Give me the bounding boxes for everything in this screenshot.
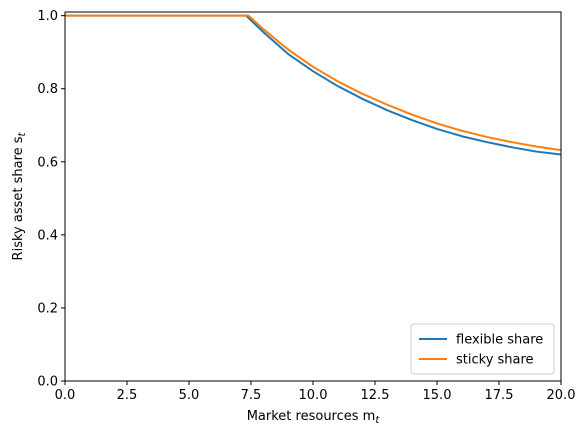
y-axis-label-subscript: t (17, 131, 28, 136)
x-axis-label-subscript: t (375, 415, 380, 426)
x-tick-label: 20.0 (547, 388, 576, 403)
y-tick-label: 0.2 (37, 301, 58, 316)
legend-label-sticky-share: sticky share (456, 353, 534, 368)
x-tick-label: 10.0 (299, 388, 328, 403)
x-tick-label: 0.0 (55, 388, 76, 403)
x-axis-label: Market resources mt (247, 409, 381, 426)
y-tick-label: 0.0 (37, 375, 58, 390)
y-tick-label: 1.0 (37, 9, 58, 24)
x-tick-label: 17.5 (485, 388, 514, 403)
axes-frame (64, 11, 562, 382)
series-line-flexible-share (65, 14, 562, 156)
y-tick-label: 0.6 (37, 155, 58, 170)
series-line-sticky-share (65, 14, 562, 152)
x-axis-label-text: Market resources m (247, 409, 376, 424)
legend: flexible share sticky share (410, 323, 555, 375)
y-tick-label: 0.8 (37, 82, 58, 97)
plot-lines (65, 14, 562, 156)
x-tick-label: 12.5 (361, 388, 390, 403)
x-tick-label: 5.0 (179, 388, 200, 403)
y-tick-label: 0.4 (37, 228, 58, 243)
x-tick-label: 2.5 (117, 388, 138, 403)
y-axis-label-text: Risky asset share s (11, 136, 26, 260)
legend-box (410, 323, 555, 375)
x-tick-label: 15.0 (423, 388, 452, 403)
x-tick-label: 7.5 (241, 388, 262, 403)
legend-label-flexible-share: flexible share (456, 333, 543, 348)
axis-ticks: 0.0 2.5 5.0 7.5 10.0 12.5 15.0 17.5 20.0 0.0 0.2 0.… (37, 9, 575, 403)
y-axis-label: Risky asset share st (11, 131, 28, 260)
